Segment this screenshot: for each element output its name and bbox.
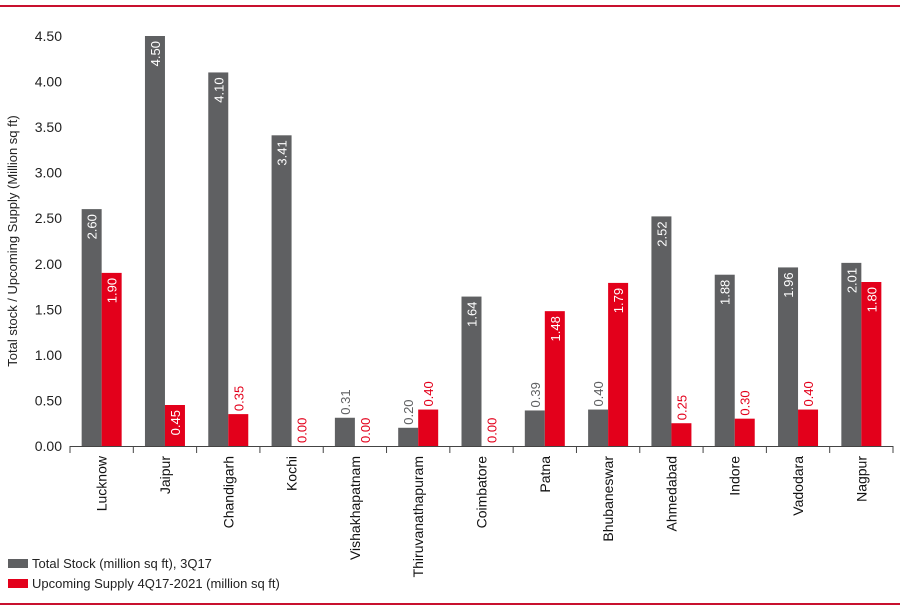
y-tick-label: 4.00 xyxy=(35,74,62,90)
y-tick-label: 3.50 xyxy=(35,119,62,135)
legend: Total Stock (million sq ft), 3Q17 Upcomi… xyxy=(8,553,280,593)
total-stock-value-label: 2.52 xyxy=(654,221,669,246)
total-stock-value-label: 0.40 xyxy=(591,381,606,406)
legend-swatch-upcoming-supply xyxy=(8,578,28,588)
upcoming-supply-value-label: 0.25 xyxy=(674,395,689,420)
upcoming-supply-bar-vadodara xyxy=(798,409,819,446)
x-category-label: Thiruvanathapuram xyxy=(410,456,426,577)
x-category-label: Indore xyxy=(727,456,743,496)
x-category-label: Ahmedabad xyxy=(663,456,679,532)
upcoming-supply-bar-bhubaneswar xyxy=(608,282,629,446)
total-stock-value-label: 2.60 xyxy=(85,214,100,239)
x-category-label: Nagpur xyxy=(853,456,869,502)
total-stock-value-label: 1.96 xyxy=(781,272,796,297)
legend-item-upcoming-supply: Upcoming Supply 4Q17-2021 (million sq ft… xyxy=(8,573,280,593)
total-stock-value-label: 4.50 xyxy=(148,41,163,66)
upcoming-supply-bar-lucknow xyxy=(101,272,122,446)
total-stock-bar-nagpur xyxy=(841,262,862,446)
upcoming-supply-bar-chandigarh xyxy=(228,414,249,446)
upcoming-supply-bar-nagpur xyxy=(861,282,882,446)
y-tick-label: 0.00 xyxy=(35,438,62,454)
x-category-label: Vadodara xyxy=(790,456,806,516)
upcoming-supply-value-label: 1.80 xyxy=(864,287,879,312)
y-tick-label: 2.00 xyxy=(35,256,62,272)
y-axis-title: Total stock / Upcoming Supply (Million s… xyxy=(5,115,20,366)
legend-label-upcoming-supply: Upcoming Supply 4Q17-2021 (million sq ft… xyxy=(32,575,280,591)
legend-item-total-stock: Total Stock (million sq ft), 3Q17 xyxy=(8,553,280,573)
upcoming-supply-value-label: 1.48 xyxy=(548,316,563,341)
total-stock-value-label: 1.88 xyxy=(718,280,733,305)
total-stock-value-label: 4.10 xyxy=(211,77,226,102)
total-stock-value-label: 0.20 xyxy=(401,399,416,424)
upcoming-supply-bar-ahmedabad xyxy=(671,423,692,446)
total-stock-bar-lucknow xyxy=(81,209,102,446)
total-stock-bar-kochi xyxy=(271,135,292,447)
upcoming-supply-value-label: 1.90 xyxy=(105,278,120,303)
x-category-label: Kochi xyxy=(284,456,300,491)
y-tick-label: 1.00 xyxy=(35,347,62,363)
y-tick-label: 0.50 xyxy=(35,392,62,408)
x-category-label: Vishakhapatnam xyxy=(347,456,363,560)
upcoming-supply-bar-thiruvanathapuram xyxy=(418,409,439,446)
total-stock-bar-patna xyxy=(524,410,545,446)
upcoming-supply-bar-patna xyxy=(544,311,565,446)
total-stock-value-label: 1.64 xyxy=(465,302,480,327)
y-tick-label: 3.00 xyxy=(35,165,62,181)
total-stock-value-label: 2.01 xyxy=(844,268,859,293)
x-category-label: Chandigarh xyxy=(220,456,236,528)
y-tick-label: 2.50 xyxy=(35,210,62,226)
upcoming-supply-value-label: 0.00 xyxy=(358,418,373,443)
upcoming-supply-value-label: 1.79 xyxy=(611,288,626,313)
total-stock-bar-chandigarh xyxy=(208,72,229,446)
y-tick-label: 1.50 xyxy=(35,301,62,317)
total-stock-value-label: 0.31 xyxy=(338,389,353,414)
upcoming-supply-value-label: 0.40 xyxy=(421,381,436,406)
total-stock-bar-coimbatore xyxy=(461,296,482,446)
upcoming-supply-bar-jaipur xyxy=(164,405,185,446)
total-stock-bar-ahmedabad xyxy=(651,216,672,446)
x-category-label: Coimbatore xyxy=(474,456,490,529)
upcoming-supply-value-label: 0.35 xyxy=(231,386,246,411)
total-stock-bar-vishakhapatnam xyxy=(334,417,355,446)
x-category-label: Jaipur xyxy=(157,456,173,494)
total-stock-value-label: 0.39 xyxy=(528,382,543,407)
x-category-label: Patna xyxy=(537,456,553,493)
total-stock-bar-jaipur xyxy=(144,36,165,446)
upcoming-supply-value-label: 0.00 xyxy=(295,418,310,443)
legend-swatch-total-stock xyxy=(8,558,28,568)
y-tick-label: 4.50 xyxy=(35,28,62,44)
x-category-label: Lucknow xyxy=(94,455,110,511)
total-stock-bar-vadodara xyxy=(778,267,799,446)
upcoming-supply-value-label: 0.40 xyxy=(801,381,816,406)
total-stock-bar-bhubaneswar xyxy=(588,409,609,446)
upcoming-supply-bar-indore xyxy=(734,418,755,446)
legend-label-total-stock: Total Stock (million sq ft), 3Q17 xyxy=(32,555,212,571)
total-stock-bar-thiruvanathapuram xyxy=(398,427,419,446)
total-stock-value-label: 3.41 xyxy=(275,140,290,165)
upcoming-supply-value-label: 0.00 xyxy=(485,418,500,443)
upcoming-supply-value-label: 0.30 xyxy=(738,390,753,415)
total-stock-bar-indore xyxy=(714,274,735,446)
x-category-label: Bhubaneswar xyxy=(600,456,616,542)
upcoming-supply-value-label: 0.45 xyxy=(168,410,183,435)
